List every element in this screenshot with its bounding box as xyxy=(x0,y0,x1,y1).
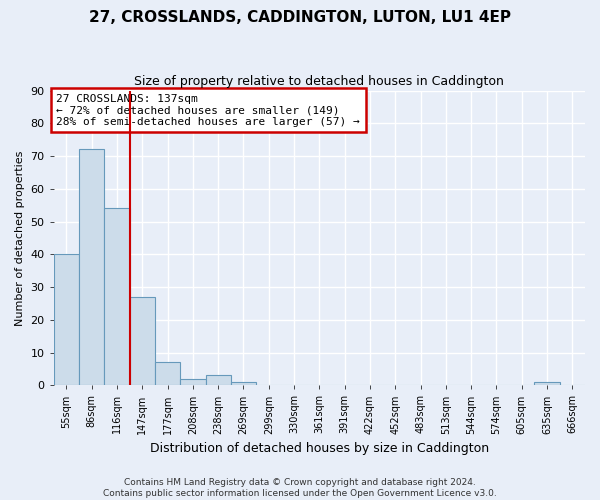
Bar xyxy=(180,378,206,386)
Bar xyxy=(130,297,155,386)
Bar xyxy=(155,362,180,386)
Text: 27 CROSSLANDS: 137sqm
← 72% of detached houses are smaller (149)
28% of semi-det: 27 CROSSLANDS: 137sqm ← 72% of detached … xyxy=(56,94,360,126)
Bar xyxy=(231,382,256,386)
Text: Contains HM Land Registry data © Crown copyright and database right 2024.
Contai: Contains HM Land Registry data © Crown c… xyxy=(103,478,497,498)
Bar xyxy=(104,208,130,386)
Bar xyxy=(54,254,79,386)
Y-axis label: Number of detached properties: Number of detached properties xyxy=(15,150,25,326)
X-axis label: Distribution of detached houses by size in Caddington: Distribution of detached houses by size … xyxy=(150,442,489,455)
Text: 27, CROSSLANDS, CADDINGTON, LUTON, LU1 4EP: 27, CROSSLANDS, CADDINGTON, LUTON, LU1 4… xyxy=(89,10,511,25)
Bar xyxy=(206,376,231,386)
Bar xyxy=(79,150,104,386)
Title: Size of property relative to detached houses in Caddington: Size of property relative to detached ho… xyxy=(134,75,504,88)
Bar xyxy=(535,382,560,386)
